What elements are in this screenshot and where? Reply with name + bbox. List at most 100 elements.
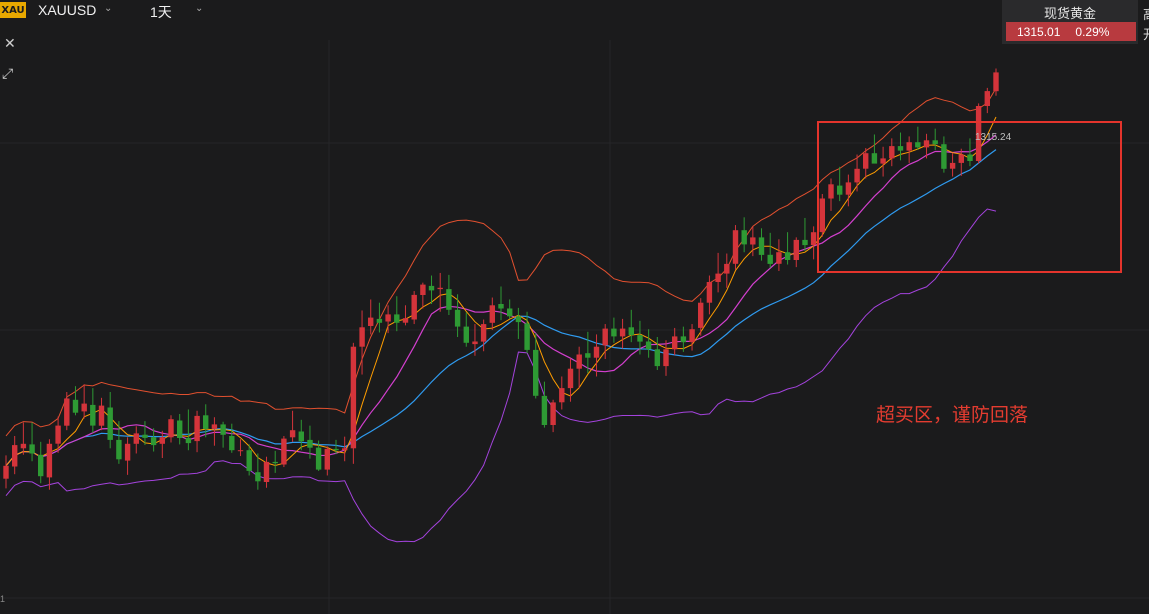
candle-body xyxy=(680,336,687,343)
candle-body xyxy=(880,158,886,164)
candle-body xyxy=(359,327,365,347)
candle-body xyxy=(446,289,452,310)
candle-body xyxy=(698,302,704,328)
candle-body xyxy=(229,436,235,451)
candle-body xyxy=(524,323,530,350)
overbought-annotation: 超买区，谨防回落 xyxy=(876,404,1029,426)
candle-body xyxy=(897,146,904,151)
candle-body xyxy=(593,346,600,358)
candle-body xyxy=(124,443,131,461)
candle-body xyxy=(55,425,61,444)
candle-body xyxy=(828,184,834,199)
candle-body xyxy=(672,336,678,350)
candle-body xyxy=(420,284,426,295)
candle-body xyxy=(150,437,157,446)
candle-body xyxy=(168,419,174,438)
candle-body xyxy=(315,447,322,470)
candle-body xyxy=(263,461,270,482)
candle-body xyxy=(507,308,513,317)
candle-body xyxy=(272,461,278,464)
candle-body xyxy=(142,434,148,438)
close-icon[interactable]: ✕ xyxy=(4,36,16,52)
candle-body xyxy=(619,328,626,337)
candle-body xyxy=(819,198,825,233)
lower-band-line xyxy=(5,208,997,543)
candle-body xyxy=(724,263,730,274)
candle-body xyxy=(480,324,487,342)
candle-body xyxy=(81,403,87,412)
candle-body xyxy=(715,273,721,282)
candle-body xyxy=(637,335,643,342)
candle-body xyxy=(576,354,582,369)
candle-body xyxy=(411,294,417,320)
candle-body xyxy=(46,443,53,478)
candle-body xyxy=(602,328,608,346)
candle-body xyxy=(220,424,226,435)
upper-band-line xyxy=(5,87,997,437)
candle-body xyxy=(324,448,330,470)
candle-body xyxy=(3,465,9,479)
candle-body xyxy=(307,439,313,448)
candle-body xyxy=(984,91,990,106)
candle-body xyxy=(567,368,574,389)
candle-body xyxy=(333,448,339,451)
cut-text-2: 开 xyxy=(1143,24,1149,43)
candle-body xyxy=(784,252,791,260)
candle-body xyxy=(750,237,756,245)
candle-body xyxy=(515,316,522,323)
candle-body xyxy=(281,438,287,465)
candle-body xyxy=(368,317,374,326)
overbought-highlight-box xyxy=(817,121,1122,273)
candle-body xyxy=(949,162,956,169)
chart-toolbar: XAU XAUUSD ⌄ 1天 ⌄ xyxy=(0,0,1149,22)
candle-body xyxy=(871,153,878,164)
candle-body xyxy=(12,445,18,467)
symbol-selector[interactable]: XAUUSD xyxy=(38,2,97,18)
candle-body xyxy=(116,439,122,460)
candle-body xyxy=(203,415,209,429)
candle-body xyxy=(802,239,808,246)
period-selector[interactable]: 1天 xyxy=(150,4,172,20)
candle-body xyxy=(437,287,443,290)
candle-body xyxy=(98,405,105,426)
candle-body xyxy=(298,431,304,442)
candle-body xyxy=(498,304,504,309)
candle-body xyxy=(350,346,357,449)
candle-body xyxy=(611,328,617,337)
chevron-down-icon[interactable]: ⌄ xyxy=(104,3,113,14)
candle-body xyxy=(533,349,539,396)
candle-body xyxy=(915,142,921,148)
xau-logo: XAU xyxy=(0,2,26,18)
quote-panel: 现货黄金 1315.01 0.29% xyxy=(1002,0,1138,44)
candle-body xyxy=(385,314,391,322)
candle-body xyxy=(628,327,634,336)
candle-body xyxy=(159,437,165,444)
expand-icon[interactable]: ⤢ xyxy=(2,66,14,82)
candle-body xyxy=(654,349,660,367)
candle-body xyxy=(975,106,982,161)
candle-body xyxy=(837,185,843,195)
candle-body xyxy=(854,168,860,183)
candle-body xyxy=(454,309,461,327)
candle-body xyxy=(663,349,669,367)
chevron-down-icon[interactable]: ⌄ xyxy=(195,3,204,14)
quote-name: 现货黄金 xyxy=(1043,7,1096,22)
candle-body xyxy=(90,404,96,426)
candle-body xyxy=(810,232,817,246)
last-price-label: 1315.24 xyxy=(975,132,1012,143)
candle-body xyxy=(559,388,565,403)
candle-body xyxy=(923,140,930,148)
candle-body xyxy=(72,399,79,413)
candle-body xyxy=(211,424,218,429)
candle-body xyxy=(489,305,495,323)
candle-body xyxy=(932,140,938,145)
candle-body xyxy=(402,318,409,323)
candle-body xyxy=(20,443,27,449)
quote-change: 0.29% xyxy=(1075,24,1110,39)
candle-body xyxy=(776,252,782,264)
candle-body xyxy=(941,144,947,169)
candle-body xyxy=(706,282,713,303)
candle-body xyxy=(689,329,695,343)
candle-body xyxy=(289,430,296,438)
